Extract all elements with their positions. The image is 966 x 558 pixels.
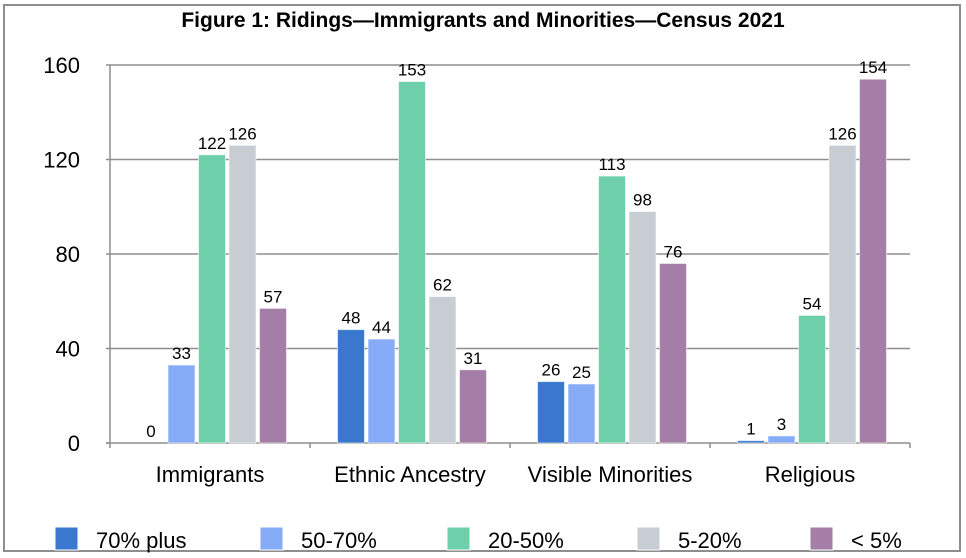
bar	[428, 296, 457, 444]
data-label: 31	[464, 349, 483, 368]
bar	[259, 307, 287, 444]
data-label: 113	[598, 155, 625, 174]
data-label: 33	[172, 344, 191, 363]
chart-title: Figure 1: Ridings—Immigrants and Minorit…	[181, 9, 785, 32]
bar	[598, 175, 626, 444]
data-label: 62	[433, 276, 452, 295]
legend-swatch	[809, 526, 834, 551]
legend-label: 20-50%	[488, 528, 564, 553]
x-category-label: Immigrants	[156, 462, 265, 487]
bar	[567, 383, 596, 444]
data-label: 25	[572, 363, 591, 382]
bar	[798, 314, 826, 444]
x-category-labels: Immigrants Ethnic Ancestry Visible Minorit…	[156, 462, 856, 487]
x-category-label: Religious	[765, 462, 856, 487]
bars	[167, 78, 887, 444]
legend-label: 5-20%	[678, 528, 742, 553]
data-label: 0	[146, 422, 155, 441]
bar	[767, 435, 796, 444]
data-label: 126	[828, 124, 856, 143]
bar	[198, 154, 226, 444]
legend-swatch	[446, 526, 471, 551]
legend-label: < 5%	[851, 528, 902, 553]
x-category-label: Ethnic Ancestry	[334, 462, 486, 487]
y-tick-label: 40	[56, 337, 80, 362]
data-label: 48	[342, 309, 361, 328]
data-label: 44	[372, 318, 391, 337]
legend-swatch	[54, 526, 79, 551]
x-category-label: Visible Minorities	[528, 462, 693, 487]
axes	[106, 64, 911, 448]
data-label: 57	[264, 287, 283, 306]
y-tick-label: 160	[43, 53, 80, 78]
y-tick-label: 0	[68, 431, 80, 456]
bar	[628, 210, 657, 444]
legend-label: 70% plus	[96, 528, 187, 553]
bar	[398, 81, 426, 444]
chart-frame	[3, 4, 961, 552]
legend-swatch	[259, 526, 284, 551]
legend: 70% plus 50-70% 20-50% 5-20% < 5%	[54, 526, 902, 553]
bar	[367, 338, 396, 444]
bar	[737, 440, 765, 444]
bar	[167, 364, 196, 444]
data-label: 126	[228, 124, 256, 143]
data-label: 26	[542, 361, 561, 380]
bar	[337, 329, 365, 444]
bar	[659, 262, 687, 444]
bar	[859, 78, 887, 444]
data-label: 98	[633, 190, 652, 209]
bar	[828, 144, 857, 444]
data-label: 153	[398, 61, 426, 80]
y-tick-label: 80	[56, 242, 80, 267]
data-label: 54	[803, 294, 822, 313]
legend-label: 50-70%	[301, 528, 377, 553]
data-label: 122	[198, 134, 226, 153]
bar	[459, 369, 487, 444]
data-label: 3	[777, 415, 786, 434]
y-tick-label: 120	[43, 148, 80, 173]
bar	[537, 381, 565, 444]
y-tick-labels: 0 40 80 120 160	[43, 53, 80, 456]
legend-swatch	[636, 526, 661, 551]
bar	[228, 144, 257, 444]
data-label: 1	[746, 420, 755, 439]
data-label: 154	[859, 58, 887, 77]
data-label: 76	[664, 242, 683, 261]
